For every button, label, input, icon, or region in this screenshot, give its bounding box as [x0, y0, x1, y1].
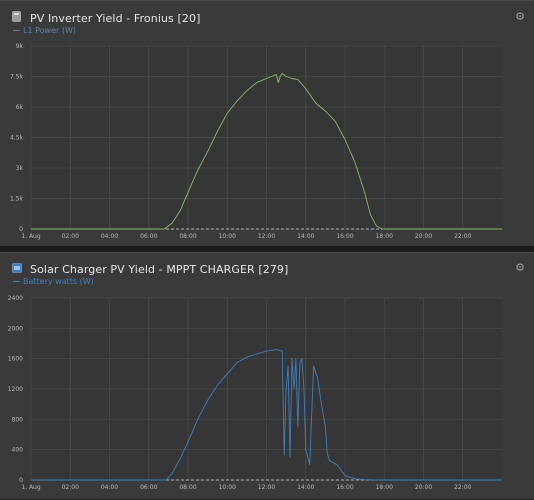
x-tick-label: 1. Aug: [21, 233, 41, 240]
x-tick-label: 06:00: [140, 233, 157, 240]
x-tick-label: 14:00: [297, 233, 314, 240]
legend-line-icon: [13, 281, 20, 282]
legend-label: Battery watts (W): [23, 277, 94, 286]
x-tick-label: 16:00: [336, 233, 353, 240]
y-tick-label: 2400: [8, 295, 23, 302]
y-tick-label: 1200: [8, 386, 23, 393]
series-line: [31, 349, 502, 481]
y-tick-label: 0: [19, 226, 23, 233]
x-tick-label: 1. Aug: [21, 484, 41, 491]
x-tick-label: 10:00: [219, 233, 236, 240]
y-tick-label: 400: [12, 447, 24, 454]
y-tick-label: 2000: [8, 325, 23, 332]
x-tick-label: 18:00: [376, 484, 393, 491]
panel-title: Solar Charger PV Yield - MPPT CHARGER [2…: [30, 263, 289, 276]
legend-item[interactable]: Battery watts (W): [13, 277, 94, 286]
x-tick-label: 20:00: [415, 484, 432, 491]
y-tick-label: 3k: [16, 165, 24, 172]
x-tick-label: 08:00: [179, 484, 196, 491]
legend-item[interactable]: L1 Power (W): [13, 26, 76, 35]
x-tick-label: 08:00: [179, 233, 196, 240]
y-tick-label: 1600: [8, 356, 23, 363]
y-tick-label: 800: [12, 416, 24, 423]
y-tick-label: 7.5k: [10, 74, 24, 81]
x-tick-label: 14:00: [297, 484, 314, 491]
y-tick-label: 0: [19, 477, 23, 484]
legend-label: L1 Power (W): [23, 26, 76, 35]
inverter-icon: [12, 11, 21, 22]
battery-watts-chart: 2400 2000 1600 1200 800 400 01. Aug 02:00 04:00 0…: [8, 295, 502, 491]
gear-icon[interactable]: ⚙: [515, 10, 525, 23]
x-tick-label: 16:00: [336, 484, 353, 491]
solar-charger-panel: Solar Charger PV Yield - MPPT CHARGER [2…: [0, 252, 534, 499]
pv-inverter-panel: PV Inverter Yield - Fronius [20] ⚙ L1 Po…: [0, 0, 534, 246]
y-tick-label: 9k: [16, 43, 24, 50]
x-tick-label: 22:00: [454, 233, 471, 240]
x-tick-label: 18:00: [376, 233, 393, 240]
x-tick-label: 20:00: [415, 233, 432, 240]
x-tick-label: 10:00: [219, 484, 236, 491]
x-tick-label: 04:00: [101, 484, 118, 491]
inverter-power-chart: 9k 7.5k 6k 4.5k 3k 1.5k 01. Aug 02:00 04:00 06:00…: [10, 43, 502, 240]
x-tick-label: 04:00: [101, 233, 118, 240]
y-tick-label: 1.5k: [10, 196, 24, 203]
x-tick-label: 12:00: [258, 233, 275, 240]
solar-charger-icon: [12, 263, 22, 273]
series-line: [31, 73, 502, 230]
gear-icon[interactable]: ⚙: [515, 261, 525, 274]
y-tick-label: 6k: [16, 104, 24, 111]
y-tick-label: 4.5k: [10, 135, 24, 142]
x-tick-label: 12:00: [258, 484, 275, 491]
panel-title: PV Inverter Yield - Fronius [20]: [30, 12, 201, 25]
x-tick-label: 02:00: [62, 233, 79, 240]
x-tick-label: 22:00: [454, 484, 471, 491]
x-tick-label: 06:00: [140, 484, 157, 491]
legend-line-icon: [13, 30, 20, 31]
x-tick-label: 02:00: [62, 484, 79, 491]
